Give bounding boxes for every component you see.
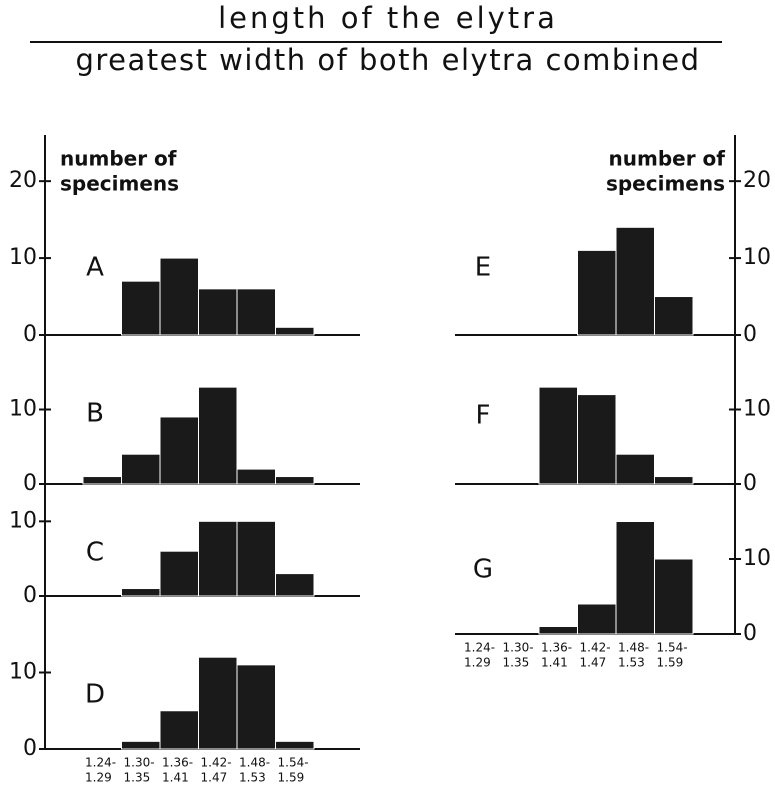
x-tick-label: 1.47: [580, 656, 607, 670]
x-tick-label: 1.53: [618, 656, 645, 670]
bar: [236, 520, 276, 597]
bar: [236, 468, 276, 485]
bar: [236, 288, 276, 336]
bar: [615, 453, 655, 485]
y-tick-label: 10: [743, 546, 771, 571]
bar: [577, 249, 617, 336]
bar: [275, 740, 315, 750]
bar: [275, 326, 315, 336]
y-axis-label: number of: [609, 147, 726, 171]
panel-label: B: [86, 399, 104, 429]
bar: [538, 386, 578, 485]
bar: [236, 664, 276, 750]
panel-label: E: [475, 253, 491, 283]
x-tick-label: 1.48-: [618, 641, 649, 655]
bar: [121, 280, 161, 336]
bar: [654, 558, 694, 635]
bar: [198, 656, 238, 750]
panel-label: A: [86, 253, 104, 283]
bar: [159, 550, 199, 597]
x-tick-label: 1.24-: [464, 641, 495, 655]
panel-label: C: [86, 538, 104, 568]
bar: [275, 476, 315, 485]
x-tick-label: 1.29: [85, 771, 112, 785]
y-tick-label: 0: [23, 583, 37, 608]
x-tick-label: 1.59: [278, 771, 305, 785]
y-tick-label: 0: [23, 322, 37, 347]
x-tick-label: 1.59: [657, 656, 684, 670]
y-tick-label: 10: [9, 660, 37, 685]
y-tick-label: 10: [743, 245, 771, 270]
y-tick-label: 0: [743, 322, 757, 347]
x-tick-label: 1.30-: [503, 641, 534, 655]
y-tick-label: 0: [23, 471, 37, 496]
x-tick-label: 1.36-: [162, 756, 193, 770]
bar: [121, 588, 161, 597]
bar: [159, 257, 199, 336]
panel-label: F: [476, 401, 491, 431]
x-tick-label: 1.42-: [580, 641, 611, 655]
bar: [121, 453, 161, 485]
y-axis-label: number of: [60, 147, 177, 171]
bar: [615, 226, 655, 336]
x-tick-label: 1.24-: [85, 756, 116, 770]
bar: [159, 710, 199, 750]
bar: [198, 520, 238, 597]
bar: [198, 386, 238, 485]
bar: [82, 476, 122, 485]
y-tick-label: 0: [743, 621, 757, 646]
y-tick-label: 10: [743, 397, 771, 422]
x-tick-label: 1.48-: [239, 756, 270, 770]
bar: [275, 573, 315, 597]
y-tick-label: 10: [9, 245, 37, 270]
x-tick-label: 1.47: [201, 771, 228, 785]
x-tick-label: 1.41: [162, 771, 189, 785]
x-tick-label: 1.29: [464, 656, 491, 670]
subtitle: greatest width of both elytra combined: [75, 43, 700, 77]
y-axis-label: specimens: [606, 172, 725, 196]
panel-label: D: [85, 680, 105, 710]
x-tick-label: 1.36-: [541, 641, 572, 655]
x-tick-label: 1.53: [239, 771, 266, 785]
y-tick-label: 20: [743, 168, 771, 193]
bar: [121, 740, 161, 750]
x-tick-label: 1.42-: [201, 756, 232, 770]
x-tick-label: 1.35: [124, 771, 151, 785]
bar: [198, 288, 238, 336]
y-axis-label: specimens: [60, 172, 179, 196]
bar: [159, 416, 199, 485]
x-tick-label: 1.35: [503, 656, 530, 670]
y-tick-label: 10: [9, 397, 37, 422]
y-tick-label: 10: [9, 508, 37, 533]
bar: [538, 626, 578, 635]
bar: [654, 476, 694, 485]
y-tick-label: 20: [9, 168, 37, 193]
bar: [654, 296, 694, 336]
bar: [577, 394, 617, 485]
x-tick-label: 1.54-: [278, 756, 309, 770]
x-tick-label: 1.30-: [124, 756, 155, 770]
x-tick-label: 1.41: [541, 656, 568, 670]
title: length of the elytra: [218, 1, 558, 35]
y-tick-label: 0: [743, 471, 757, 496]
bar: [615, 521, 655, 635]
y-tick-label: 0: [23, 736, 37, 761]
bar: [577, 603, 617, 635]
panel-label: G: [473, 555, 493, 585]
x-tick-label: 1.54-: [657, 641, 688, 655]
